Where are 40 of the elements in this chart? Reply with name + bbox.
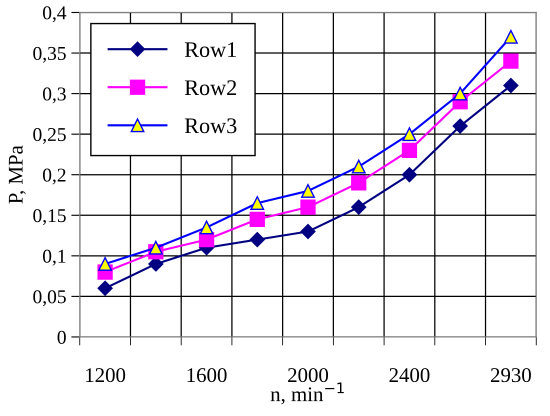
point	[250, 212, 265, 227]
y-tick-label: 0,2	[42, 168, 66, 184]
point	[351, 175, 366, 190]
legend-label: Row1	[184, 42, 236, 58]
x-tick-label: 2930	[490, 368, 531, 382]
point	[503, 54, 519, 69]
legend-label: Row3	[184, 118, 236, 134]
y-tick-label: 0,4	[42, 6, 66, 22]
point	[98, 257, 112, 271]
x-tick-label: 1600	[188, 368, 227, 382]
y-tick-label: 0,05	[33, 290, 66, 306]
y-tick-label: 0,35	[33, 46, 66, 63]
y-tick-label: 0,15	[33, 209, 66, 226]
point	[250, 196, 264, 210]
point	[452, 118, 468, 134]
point	[402, 127, 416, 142]
x-tick-label: 2000	[288, 368, 328, 382]
point	[200, 220, 214, 234]
point	[250, 232, 265, 248]
point	[98, 280, 113, 296]
x-axis-title: n, min$^{−1}$	[270, 382, 344, 404]
y-tick-label: 0	[58, 330, 66, 344]
y-axis-title: P, MPa	[8, 145, 26, 204]
point	[503, 78, 518, 94]
y-tick-label: 0,1	[42, 250, 66, 266]
point	[148, 240, 163, 255]
point	[402, 142, 418, 158]
x-tick-label: 2400	[390, 368, 430, 382]
point	[351, 200, 366, 215]
x-tick-label: 1200	[86, 368, 126, 382]
point	[504, 30, 518, 44]
y-tick-label: 0,3	[42, 87, 66, 104]
legend-label: Row2	[184, 80, 236, 96]
point	[352, 160, 366, 174]
y-tick-label: 0,25	[33, 128, 66, 144]
point	[301, 184, 315, 198]
point	[300, 224, 316, 240]
point	[402, 167, 418, 182]
point	[300, 200, 316, 215]
point	[453, 86, 468, 101]
